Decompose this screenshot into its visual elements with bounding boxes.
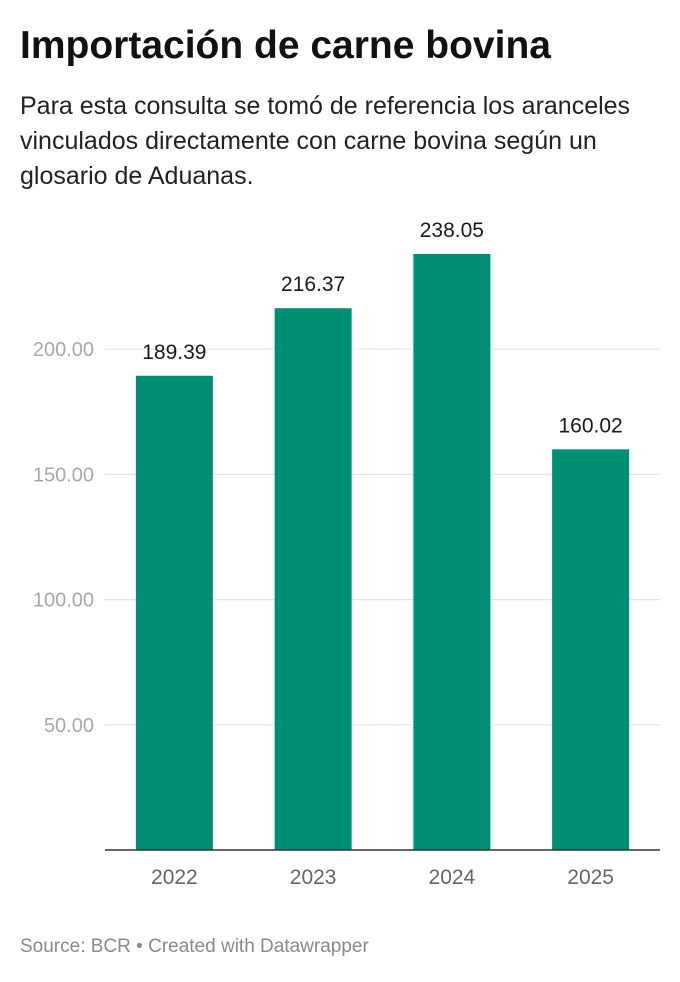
y-tick-label: 200.00: [33, 339, 94, 361]
value-label: 160.02: [559, 414, 623, 437]
credit-label: Created with Datawrapper: [148, 936, 369, 957]
bar: [552, 449, 630, 850]
footer-separator: •: [136, 936, 143, 957]
x-tick-label: 2025: [567, 866, 614, 889]
source-label: Source: BCR: [20, 936, 131, 957]
y-tick-label: 150.00: [33, 464, 94, 486]
chart-title: Importación de carne bovina: [20, 24, 551, 67]
chart-footer: Source: BCR • Created with Datawrapper: [20, 936, 369, 958]
y-tick-label: 50.00: [44, 715, 94, 737]
bar-chart: 50.00 100.00 150.00 200.00 189.39 216.37 238.…: [33, 219, 660, 889]
value-label: 189.39: [142, 341, 206, 364]
value-label: 216.37: [281, 273, 345, 296]
x-tick-label: 2022: [151, 866, 198, 889]
value-label: 238.05: [420, 219, 484, 242]
chart-subtitle: Para esta consulta se tomó de referencia…: [20, 92, 631, 190]
axes: 2022 2023 2024 2025: [105, 849, 660, 889]
value-labels: 189.39 216.37 238.05 160.02: [142, 219, 622, 437]
x-tick-label: 2024: [429, 866, 476, 889]
bar: [135, 375, 213, 850]
x-tick-label: 2023: [290, 866, 337, 889]
bar: [274, 308, 352, 850]
bars: [135, 253, 630, 850]
y-tick-label: 100.00: [33, 590, 94, 612]
bar: [413, 253, 491, 850]
